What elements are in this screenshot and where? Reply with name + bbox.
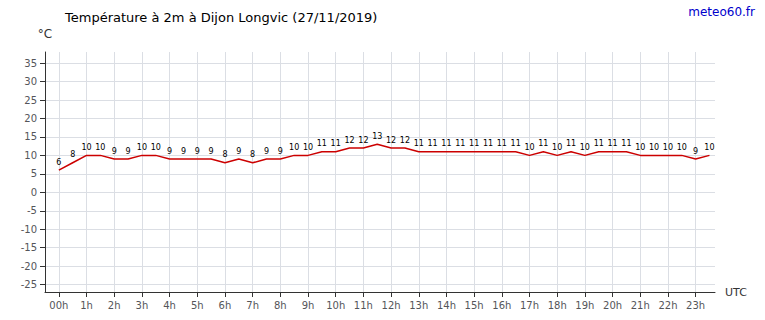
svg-text:11: 11 bbox=[566, 139, 576, 148]
svg-text:5h: 5h bbox=[191, 300, 204, 311]
svg-text:-5: -5 bbox=[27, 205, 37, 216]
svg-text:12: 12 bbox=[344, 136, 354, 145]
svg-text:12h: 12h bbox=[382, 300, 401, 311]
svg-text:10: 10 bbox=[24, 150, 37, 161]
svg-text:35: 35 bbox=[24, 58, 37, 69]
svg-text:1h: 1h bbox=[80, 300, 93, 311]
svg-text:9: 9 bbox=[693, 147, 698, 156]
svg-text:11: 11 bbox=[428, 139, 438, 148]
svg-text:7h: 7h bbox=[246, 300, 259, 311]
svg-text:3h: 3h bbox=[136, 300, 149, 311]
svg-text:UTC: UTC bbox=[725, 286, 747, 299]
svg-text:-10: -10 bbox=[21, 224, 37, 235]
svg-text:10: 10 bbox=[81, 143, 91, 152]
svg-text:9: 9 bbox=[112, 147, 117, 156]
svg-text:20: 20 bbox=[24, 113, 37, 124]
svg-text:9: 9 bbox=[126, 147, 131, 156]
svg-text:-20: -20 bbox=[21, 261, 37, 272]
svg-text:10: 10 bbox=[649, 143, 659, 152]
svg-text:10: 10 bbox=[677, 143, 687, 152]
svg-text:0: 0 bbox=[31, 187, 37, 198]
svg-text:5: 5 bbox=[31, 168, 37, 179]
svg-text:12: 12 bbox=[386, 136, 396, 145]
svg-text:11: 11 bbox=[455, 139, 465, 148]
svg-text:11: 11 bbox=[511, 139, 521, 148]
svg-text:10: 10 bbox=[303, 143, 313, 152]
svg-text:14h: 14h bbox=[437, 300, 456, 311]
svg-text:18h: 18h bbox=[548, 300, 567, 311]
svg-text:16h: 16h bbox=[492, 300, 511, 311]
svg-text:11: 11 bbox=[621, 139, 631, 148]
svg-text:°C: °C bbox=[38, 27, 52, 41]
svg-text:6h: 6h bbox=[219, 300, 232, 311]
svg-text:11: 11 bbox=[414, 139, 424, 148]
svg-text:13: 13 bbox=[372, 132, 382, 141]
svg-text:10: 10 bbox=[663, 143, 673, 152]
svg-text:-25: -25 bbox=[21, 279, 37, 290]
svg-text:11h: 11h bbox=[354, 300, 373, 311]
svg-text:11: 11 bbox=[331, 139, 341, 148]
svg-text:4h: 4h bbox=[163, 300, 176, 311]
svg-text:17h: 17h bbox=[520, 300, 539, 311]
svg-text:9: 9 bbox=[236, 147, 241, 156]
svg-text:10: 10 bbox=[552, 143, 562, 152]
svg-text:11: 11 bbox=[441, 139, 451, 148]
svg-text:9: 9 bbox=[264, 147, 269, 156]
svg-text:Température à 2m à Dijon Longv: Température à 2m à Dijon Longvic (27/11/… bbox=[64, 10, 377, 25]
svg-text:10: 10 bbox=[151, 143, 161, 152]
svg-text:11: 11 bbox=[317, 139, 327, 148]
svg-text:6: 6 bbox=[56, 158, 61, 167]
svg-text:10: 10 bbox=[524, 143, 534, 152]
svg-text:11: 11 bbox=[607, 139, 617, 148]
svg-text:21h: 21h bbox=[631, 300, 650, 311]
svg-text:25: 25 bbox=[24, 95, 37, 106]
svg-text:8: 8 bbox=[222, 150, 227, 159]
svg-text:00h: 00h bbox=[49, 300, 68, 311]
svg-text:-15: -15 bbox=[21, 242, 37, 253]
svg-text:10: 10 bbox=[289, 143, 299, 152]
svg-text:10: 10 bbox=[635, 143, 645, 152]
svg-text:19h: 19h bbox=[575, 300, 594, 311]
svg-text:11: 11 bbox=[469, 139, 479, 148]
svg-text:9h: 9h bbox=[302, 300, 315, 311]
svg-text:10: 10 bbox=[580, 143, 590, 152]
svg-text:10: 10 bbox=[95, 143, 105, 152]
svg-text:9: 9 bbox=[278, 147, 283, 156]
svg-text:meteo60.fr: meteo60.fr bbox=[688, 5, 755, 19]
svg-text:11: 11 bbox=[594, 139, 604, 148]
svg-text:20h: 20h bbox=[603, 300, 622, 311]
svg-text:23h: 23h bbox=[686, 300, 705, 311]
svg-text:11: 11 bbox=[538, 139, 548, 148]
svg-text:2h: 2h bbox=[108, 300, 121, 311]
svg-text:15h: 15h bbox=[465, 300, 484, 311]
svg-text:12: 12 bbox=[358, 136, 368, 145]
svg-text:10: 10 bbox=[704, 143, 714, 152]
svg-text:22h: 22h bbox=[658, 300, 677, 311]
svg-text:11: 11 bbox=[497, 139, 507, 148]
svg-text:9: 9 bbox=[167, 147, 172, 156]
svg-text:10h: 10h bbox=[326, 300, 345, 311]
svg-text:8: 8 bbox=[70, 150, 75, 159]
svg-text:12: 12 bbox=[400, 136, 410, 145]
svg-text:10: 10 bbox=[137, 143, 147, 152]
svg-text:9: 9 bbox=[181, 147, 186, 156]
svg-text:11: 11 bbox=[483, 139, 493, 148]
svg-text:9: 9 bbox=[209, 147, 214, 156]
svg-text:8: 8 bbox=[250, 150, 255, 159]
svg-text:13h: 13h bbox=[409, 300, 428, 311]
svg-text:9: 9 bbox=[195, 147, 200, 156]
svg-text:15: 15 bbox=[24, 131, 37, 142]
svg-text:30: 30 bbox=[24, 76, 37, 87]
svg-text:8h: 8h bbox=[274, 300, 287, 311]
